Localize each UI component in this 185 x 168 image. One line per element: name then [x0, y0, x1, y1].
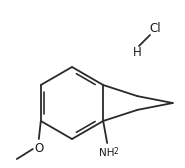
Text: NH: NH [99, 148, 115, 158]
Text: 2: 2 [114, 146, 119, 156]
Text: H: H [133, 46, 141, 58]
Text: Cl: Cl [149, 22, 161, 34]
Text: O: O [34, 142, 43, 156]
